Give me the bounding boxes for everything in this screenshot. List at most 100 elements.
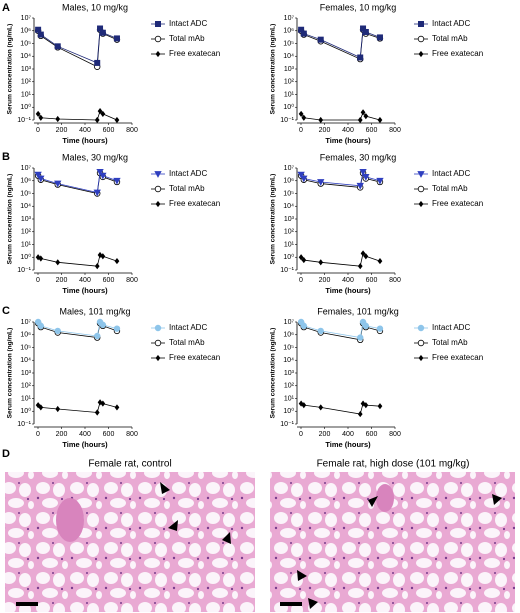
legend-label: Total mAb (169, 338, 205, 347)
y-tick-label: 10⁶ (283, 28, 294, 35)
y-tick-label: 10³ (284, 66, 295, 73)
marker (37, 175, 45, 183)
y-tick-label: 10⁵ (20, 190, 31, 197)
x-axis-label: Time (hours) (325, 286, 371, 295)
legend-label: Total mAb (432, 184, 468, 193)
marker (114, 404, 120, 411)
marker (38, 114, 44, 121)
x-tick-label: 600 (366, 127, 378, 134)
panel-label: C (2, 305, 10, 317)
x-tick-label: 800 (126, 431, 138, 438)
x-axis-label: Time (hours) (62, 286, 108, 295)
marker (362, 174, 370, 181)
marker (362, 28, 369, 35)
y-tick-label: 10⁴ (20, 203, 31, 210)
x-tick-label: 0 (299, 127, 303, 134)
y-tick-label: 10² (21, 79, 32, 86)
y-tick-label: 10⁴ (283, 357, 294, 364)
y-tick-label: 10⁻¹ (280, 421, 294, 428)
y-tick-label: 10¹ (21, 395, 32, 402)
x-tick-label: 0 (36, 127, 40, 134)
y-tick-label: 10³ (21, 216, 32, 223)
marker (99, 172, 107, 180)
y-tick-label: 10⁴ (283, 53, 294, 60)
y-tick-label: 10¹ (21, 241, 32, 248)
y-tick-label: 10⁴ (20, 357, 31, 364)
y-tick-label: 10¹ (284, 395, 295, 402)
marker (113, 325, 121, 332)
marker (318, 259, 324, 266)
marker (359, 168, 367, 176)
legend-label: Intact ADC (169, 323, 207, 332)
marker (113, 35, 120, 42)
marker (376, 325, 384, 332)
image-title: Female rat, high dose (101 mg/kg) (317, 459, 470, 470)
marker (317, 327, 324, 335)
marker (155, 200, 161, 208)
marker (377, 116, 383, 124)
marker (376, 34, 383, 41)
panel-label: B (2, 151, 10, 163)
x-tick-label: 400 (342, 277, 354, 284)
y-tick-label: 10⁶ (20, 178, 31, 185)
chart-title: Females, 101 mg/kg (317, 306, 399, 316)
marker (94, 59, 101, 66)
marker (35, 402, 41, 409)
marker (94, 332, 101, 340)
y-tick-label: 10⁶ (20, 28, 31, 35)
y-tick-label: 10⁵ (20, 40, 31, 47)
marker (301, 256, 307, 264)
legend-label: Intact ADC (169, 19, 207, 28)
marker (54, 180, 62, 188)
y-axis-label: Serum concentration (ng/mL) (270, 174, 277, 265)
marker (417, 324, 425, 332)
marker (377, 403, 383, 410)
y-tick-label: 10⁵ (283, 344, 294, 351)
marker (38, 404, 44, 411)
marker (35, 26, 42, 33)
marker (54, 43, 61, 50)
y-tick-label: 10⁻¹ (280, 267, 294, 274)
marker (54, 327, 61, 335)
y-axis-label: Serum concentration (ng/mL) (7, 328, 14, 419)
y-tick-label: 10¹ (284, 91, 295, 98)
x-tick-label: 800 (126, 277, 138, 284)
x-tick-label: 800 (389, 127, 401, 134)
marker (357, 54, 364, 61)
y-tick-label: 10⁷ (21, 319, 32, 326)
x-tick-label: 0 (299, 431, 303, 438)
y-tick-label: 10² (284, 229, 295, 236)
marker (154, 339, 162, 347)
marker (94, 409, 100, 416)
marker (55, 405, 61, 413)
marker (154, 35, 162, 43)
marker (377, 257, 383, 265)
marker (417, 185, 425, 193)
x-tick-label: 400 (79, 431, 91, 438)
marker (417, 20, 424, 27)
x-axis-label: Time (hours) (325, 440, 371, 449)
y-tick-label: 10⁰ (283, 407, 294, 415)
legend-label: Free exatecan (169, 49, 220, 58)
legend-label: Total mAb (432, 34, 468, 43)
marker (100, 110, 106, 118)
legend-label: Intact ADC (432, 323, 470, 332)
marker (99, 29, 106, 36)
y-axis-label: Serum concentration (ng/mL) (270, 24, 277, 115)
y-tick-label: 10⁷ (284, 319, 295, 326)
y-tick-label: 10⁷ (21, 15, 32, 22)
marker (363, 402, 369, 409)
y-tick-label: 10¹ (284, 241, 295, 248)
legend-label: Intact ADC (169, 169, 207, 178)
marker (318, 116, 324, 124)
marker (357, 116, 363, 124)
y-axis-label: Serum concentration (ng/mL) (7, 24, 14, 115)
y-tick-label: 10³ (284, 216, 295, 223)
x-axis-label: Time (hours) (325, 136, 371, 145)
marker (97, 107, 103, 115)
histology-image (5, 472, 255, 612)
y-tick-label: 10⁰ (20, 407, 31, 415)
x-tick-label: 400 (342, 431, 354, 438)
x-tick-label: 600 (366, 277, 378, 284)
y-tick-label: 10⁴ (20, 53, 31, 60)
